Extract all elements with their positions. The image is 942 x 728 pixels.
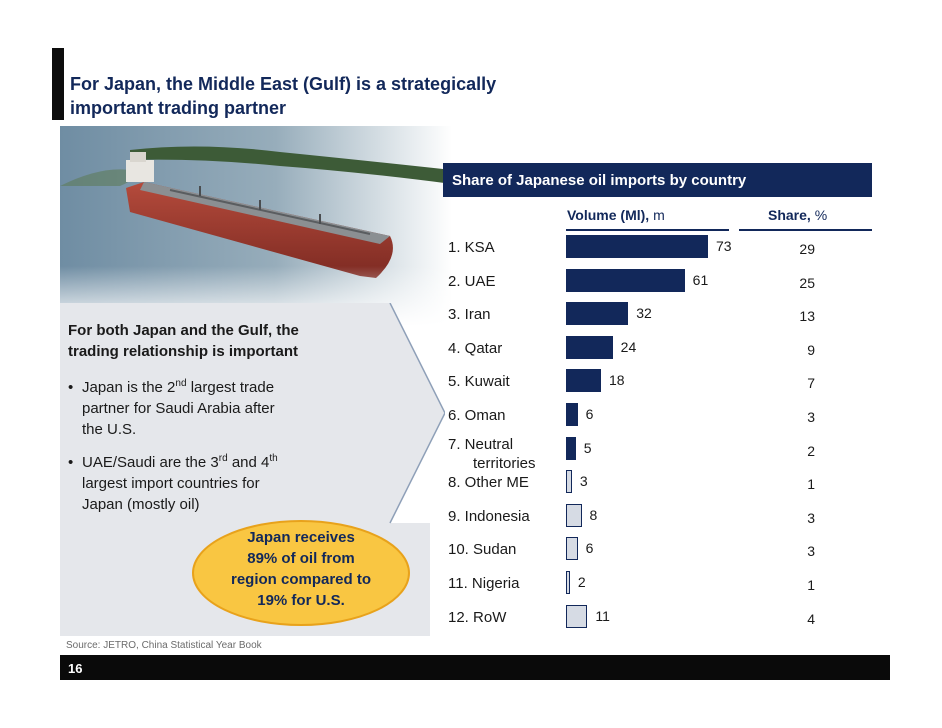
callout-text: Japan receives 89% of oil from region co… [230,529,372,609]
volume-header-rule [566,229,729,231]
page-title: For Japan, the Middle East (Gulf) is a s… [70,72,630,120]
row-label: 4. Qatar [448,339,503,357]
bar [566,403,578,426]
row-label: 5. Kuwait [448,373,510,391]
share-value: 7 [807,375,815,392]
share-value: 2 [807,442,815,459]
row-label: 7. Neutral territories [448,435,536,472]
bullet-2: • UAE/Saudi are the 3rd and 4th largest … [68,453,278,514]
share-value: 1 [807,476,815,493]
bar-value-label: 3 [579,473,588,490]
share-value: 3 [807,543,815,560]
page-number: 16 [68,661,83,676]
footer-bar [60,655,890,680]
share-value: 4 [807,610,815,627]
row-label: 11. Nigeria [448,575,520,592]
row-label: 10. Sudan [448,541,517,559]
bar [566,369,601,393]
title-accent-bar [52,48,64,120]
row-label: 9. Indonesia [448,507,530,525]
bar-value-label: 24 [620,338,637,355]
share-value: 29 [799,241,815,257]
bar-value-label: 6 [585,406,594,422]
row-label: 2. UAE [448,272,496,290]
bar [566,537,578,561]
row-label: 1. KSA [448,239,495,256]
bullet-dot-icon: • [68,379,74,396]
share-column-header: Share, % [768,207,828,223]
volume-column-header: Volume (Ml), m [567,207,665,223]
bar-value-label: 6 [585,540,594,557]
bar-value-label: 2 [577,574,586,590]
bar-value-label: 32 [636,305,652,322]
bullet-dot-icon: • [68,454,74,471]
row-label: 12. RoW [448,608,507,626]
share-value: 25 [799,274,815,291]
share-value: 9 [807,341,815,358]
bar [566,302,629,326]
title-line-2: important trading partner [70,98,287,118]
bar [566,503,582,527]
row-label: 3. Iran [448,306,491,324]
bar-value-label: 5 [583,439,592,456]
row-label: 8. Other ME [448,474,529,492]
bullet-1: • Japan is the 2nd largest trade partner… [68,378,275,439]
share-value: 13 [799,308,815,325]
oil-tanker-image [60,126,452,326]
chart-title: Share of Japanese oil imports by country [443,163,872,197]
bar [566,235,708,258]
bar-value-label: 73 [716,238,732,254]
share-value: 3 [807,509,815,526]
bar [566,335,613,359]
bar [566,436,576,460]
bar [566,268,685,292]
title-line-1: For Japan, the Middle East (Gulf) is a s… [70,74,497,94]
bar [566,470,572,494]
share-header-rule [739,229,872,231]
bar-value-label: 11 [595,607,610,624]
callout-oval [192,520,410,626]
bar [566,571,570,594]
panel-heading: For both Japan and the Gulf, the trading… [68,322,299,360]
bar-value-label: 18 [609,372,625,389]
source-note: Source: JETRO, China Statistical Year Bo… [66,640,262,651]
bar-value-label: 61 [692,271,709,288]
bar [566,604,588,628]
row-label: 6. Oman [448,407,506,424]
share-value: 1 [807,577,815,593]
share-value: 3 [807,409,815,425]
bar-value-label: 8 [589,506,598,523]
